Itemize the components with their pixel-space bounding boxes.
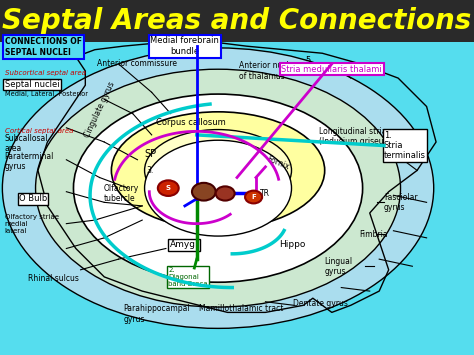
Text: Stria medullaris thalami: Stria medullaris thalami	[282, 65, 382, 74]
Text: Fimbria: Fimbria	[359, 230, 388, 239]
Circle shape	[216, 186, 235, 201]
Text: 1.
Stria
terminalis: 1. Stria terminalis	[384, 131, 426, 160]
Text: Anterior nucleus
of thalamus: Anterior nucleus of thalamus	[239, 61, 302, 81]
Ellipse shape	[2, 48, 434, 328]
Ellipse shape	[145, 140, 292, 236]
Text: Paraterminal
gyrus: Paraterminal gyrus	[5, 152, 54, 171]
Text: Medial, Lateral, Posterior: Medial, Lateral, Posterior	[5, 91, 88, 97]
Text: 5.: 5.	[306, 56, 314, 65]
Text: Fasciolar
gyrus: Fasciolar gyrus	[384, 193, 418, 212]
Text: Cingulate gyrus: Cingulate gyrus	[83, 81, 117, 140]
Text: Rhinal sulcus: Rhinal sulcus	[28, 274, 79, 283]
Text: Septal nuclei: Septal nuclei	[5, 80, 59, 89]
Text: Dentate gyrus: Dentate gyrus	[293, 299, 348, 308]
Text: 2.
Diagonal
band Broca: 2. Diagonal band Broca	[168, 267, 208, 287]
Text: Mamillothalamic tract: Mamillothalamic tract	[199, 304, 283, 313]
Text: Olfactory
tubercle: Olfactory tubercle	[103, 184, 138, 203]
Text: Medial forebrain
bundle: Medial forebrain bundle	[150, 37, 219, 56]
Text: Subcortical septal area: Subcortical septal area	[5, 70, 86, 76]
Text: O Bulb: O Bulb	[19, 194, 47, 203]
Text: Longitudinal striae
(Indusium griseum): Longitudinal striae (Indusium griseum)	[319, 127, 393, 146]
Ellipse shape	[111, 112, 325, 229]
Text: 3.: 3.	[146, 166, 153, 175]
Text: Anterior commissure: Anterior commissure	[97, 59, 177, 69]
FancyBboxPatch shape	[0, 42, 474, 355]
Ellipse shape	[73, 94, 363, 282]
Circle shape	[192, 183, 216, 201]
Text: CONNECTIONS OF
SEPTAL NUCLEI: CONNECTIONS OF SEPTAL NUCLEI	[5, 37, 82, 57]
Text: Fornix: Fornix	[265, 155, 291, 172]
Circle shape	[158, 180, 179, 196]
Text: Lingual
gyrus: Lingual gyrus	[325, 257, 353, 276]
Text: Amyg.: Amyg.	[170, 240, 199, 250]
Circle shape	[245, 191, 262, 203]
Text: SP: SP	[145, 149, 157, 159]
Text: 4.: 4.	[161, 50, 169, 60]
Text: S: S	[166, 185, 171, 191]
Text: Septal Areas and Connections: Septal Areas and Connections	[2, 7, 472, 34]
Ellipse shape	[36, 69, 401, 307]
FancyBboxPatch shape	[0, 0, 474, 42]
Text: F: F	[251, 194, 256, 200]
Text: Hippo: Hippo	[279, 240, 305, 250]
Ellipse shape	[145, 130, 292, 211]
Text: Corpus callosum: Corpus callosum	[156, 118, 226, 127]
Text: Olfactory striae
medial
lateral: Olfactory striae medial lateral	[5, 214, 59, 234]
Text: TR: TR	[260, 189, 270, 198]
Text: Cortical septal area: Cortical septal area	[5, 128, 73, 135]
Text: Parahippocampal
gyrus: Parahippocampal gyrus	[123, 305, 190, 324]
Text: Subcallosal
area: Subcallosal area	[5, 134, 48, 153]
